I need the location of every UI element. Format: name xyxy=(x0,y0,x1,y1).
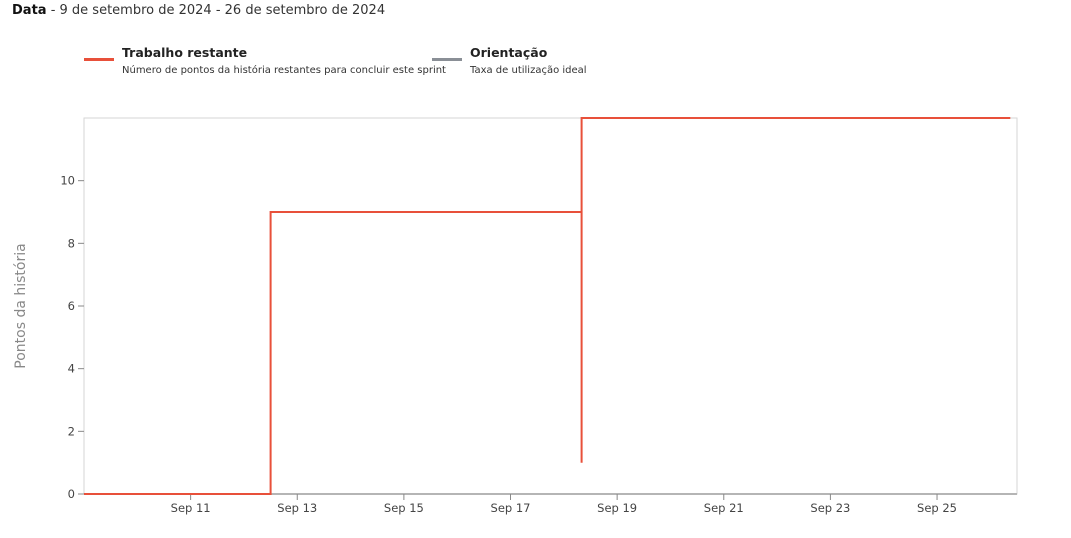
y-axis: 0 2 4 6 8 10 xyxy=(60,174,84,501)
x-tick-label: Sep 13 xyxy=(277,501,317,515)
legend-title: Orientação xyxy=(470,45,548,60)
y-tick-label: 4 xyxy=(68,362,75,376)
series-layer xyxy=(84,117,1011,495)
y-tick-label: 10 xyxy=(60,174,75,188)
x-tick-label: Sep 15 xyxy=(384,501,424,515)
y-axis-label: Pontos da história xyxy=(13,243,29,368)
y-tick-label: 0 xyxy=(68,487,75,501)
x-tick-label: Sep 23 xyxy=(810,501,850,515)
legend-title: Trabalho restante xyxy=(122,45,248,60)
series-line-remaining-work xyxy=(84,117,1011,495)
legend-description: Taxa de utilização ideal xyxy=(470,65,587,76)
x-tick-label: Sep 11 xyxy=(171,501,211,515)
legend-swatch-remaining-work xyxy=(84,58,114,61)
date-range-text: - 9 de setembro de 2024 - 26 de setembro… xyxy=(46,3,386,18)
date-range-header: Data - 9 de setembro de 2024 - 26 de set… xyxy=(12,3,385,18)
x-tick-label: Sep 19 xyxy=(597,501,637,515)
y-tick-label: 6 xyxy=(68,299,75,313)
y-tick-label: 2 xyxy=(68,424,75,438)
x-tick-label: Sep 25 xyxy=(917,501,957,515)
legend-swatch-guidance xyxy=(432,58,462,61)
x-tick-label: Sep 21 xyxy=(704,501,744,515)
plot-area xyxy=(83,117,1018,495)
x-tick-label: Sep 17 xyxy=(491,501,531,515)
legend-description: Número de pontos da história restantes p… xyxy=(122,65,446,76)
y-tick-label: 8 xyxy=(68,236,75,250)
date-label: Data xyxy=(12,3,47,18)
x-axis: Sep 11 Sep 13 Sep 15 Sep 17 Sep 19 Sep 21 Sep … xyxy=(171,494,957,515)
